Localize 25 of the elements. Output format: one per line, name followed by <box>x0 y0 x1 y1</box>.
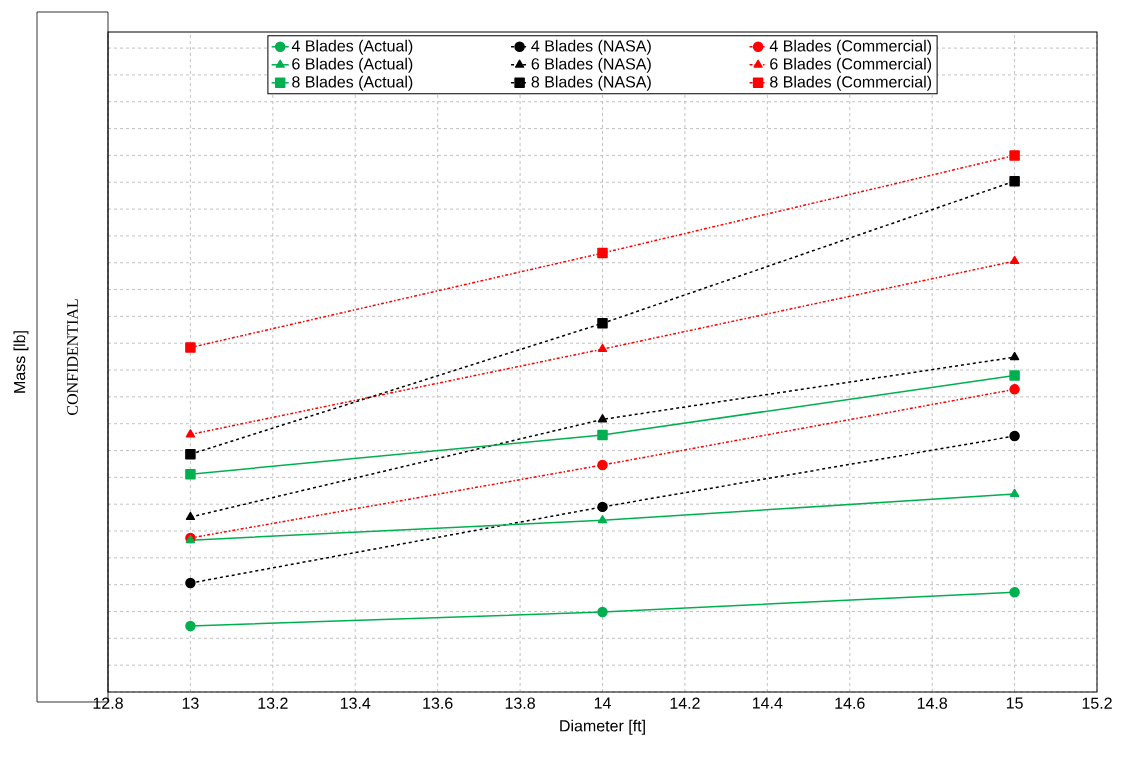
x-tick-label: 14.2 <box>670 697 700 709</box>
x-tick-label: 14.6 <box>835 697 865 709</box>
legend-label: 8 Blades (NASA) <box>531 75 651 91</box>
x-tick-label: 13 <box>182 697 199 709</box>
x-tick-label: 14.4 <box>752 697 783 709</box>
x-tick-label: 13.8 <box>505 697 535 709</box>
legend-label: 4 Blades (Actual) <box>291 39 413 55</box>
x-tick-label: 13.4 <box>340 697 371 709</box>
x-tick-label: 12.8 <box>93 697 123 709</box>
legend-label: 6 Blades (Commercial) <box>770 57 932 73</box>
legend-label: 4 Blades (NASA) <box>531 39 651 55</box>
x-tick-label: 15 <box>1006 697 1023 709</box>
x-tick-label: 14.8 <box>917 697 948 709</box>
legend-label: 6 Blades (NASA) <box>531 57 651 73</box>
legend-label: 8 Blades (Commercial) <box>770 75 932 91</box>
x-tick-label: 14 <box>594 697 611 709</box>
legend-label: 8 Blades (Actual) <box>292 75 413 91</box>
x-tick-label: 13.6 <box>423 697 453 709</box>
x-axis-title: Diameter [ft] <box>560 719 645 735</box>
legend-label: 6 Blades (Actual) <box>292 57 413 73</box>
x-tick-label: 15.2 <box>1082 697 1112 709</box>
text: CONFIDENTIAL <box>67 299 78 415</box>
legend-label: 4 Blades (Commercial) <box>769 39 932 55</box>
x-tick-label: 13.2 <box>258 697 288 709</box>
y-axis-title: Mass [lb] <box>13 331 29 393</box>
